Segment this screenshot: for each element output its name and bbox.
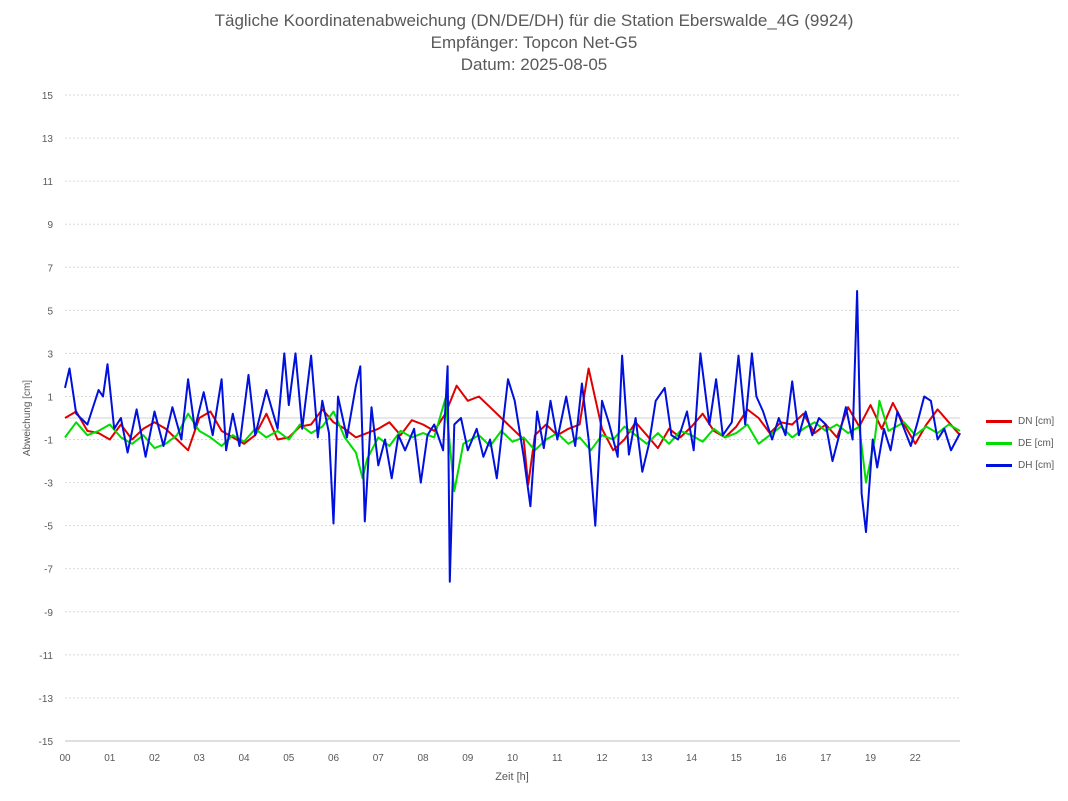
x-tick-label: 16	[775, 753, 787, 764]
y-tick-label: -3	[44, 479, 53, 490]
y-tick-label: -9	[44, 608, 53, 619]
x-axis-label: Zeit [h]	[495, 771, 529, 783]
legend-swatch	[986, 463, 1012, 467]
y-tick-label: -5	[44, 522, 53, 533]
y-tick-label: 11	[43, 177, 54, 188]
x-tick-label: 01	[104, 753, 116, 764]
chart-subtitle-date: Datum: 2025-08-05	[460, 55, 608, 74]
x-tick-label: 10	[507, 753, 519, 764]
x-tick-label: 22	[910, 753, 922, 764]
legend-swatch	[986, 441, 1012, 445]
x-tick-label: 17	[820, 753, 832, 764]
y-tick-label: 9	[47, 220, 53, 231]
x-tick-label: 00	[59, 753, 71, 764]
x-tick-label: 09	[462, 753, 474, 764]
legend-label: DE [cm]	[1018, 437, 1054, 449]
y-tick-label: 13	[42, 134, 54, 145]
legend-item: DN [cm]	[986, 410, 1054, 432]
series-line-de	[64, 397, 961, 493]
x-tick-label: 03	[194, 753, 206, 764]
y-tick-label: 7	[47, 263, 53, 274]
x-tick-label: 19	[865, 753, 877, 764]
y-tick-label: -11	[39, 651, 53, 662]
x-tick-label: 04	[238, 753, 250, 764]
legend-item: DH [cm]	[986, 454, 1054, 476]
y-tick-label: 3	[47, 349, 53, 360]
legend-label: DN [cm]	[1018, 415, 1055, 427]
series-line-dh	[64, 290, 961, 583]
x-tick-label: 12	[596, 753, 608, 764]
legend-item: DE [cm]	[986, 432, 1054, 454]
x-tick-label: 11	[552, 753, 563, 764]
x-tick-label: 02	[149, 753, 161, 764]
legend-swatch	[986, 419, 1012, 423]
legend: DN [cm] DE [cm] DH [cm]	[986, 410, 1054, 476]
legend-label: DH [cm]	[1018, 459, 1055, 471]
x-tick-label: 06	[328, 753, 340, 764]
chart-title: Tägliche Koordinatenabweichung (DN/DE/DH…	[214, 11, 854, 30]
y-tick-label: -7	[44, 565, 53, 576]
y-tick-label: -13	[39, 694, 54, 705]
x-tick-label: 14	[686, 753, 698, 764]
y-tick-label: -15	[39, 737, 54, 748]
x-tick-label: 13	[641, 753, 653, 764]
y-tick-label: -1	[44, 436, 53, 447]
chart-subtitle-receiver: Empfänger: Topcon Net-G5	[430, 33, 638, 52]
y-tick-label: 15	[42, 91, 54, 102]
x-tick-label: 07	[373, 753, 385, 764]
x-tick-label: 15	[731, 753, 743, 764]
y-tick-label: 1	[47, 392, 53, 403]
x-tick-label: 05	[283, 753, 295, 764]
y-axis-label: Abweichung [cm]	[22, 380, 33, 456]
chart-title-block: Tägliche Koordinatenabweichung (DN/DE/DH…	[0, 10, 1068, 76]
y-tick-label: 5	[47, 306, 53, 317]
x-tick-label: 08	[417, 753, 429, 764]
